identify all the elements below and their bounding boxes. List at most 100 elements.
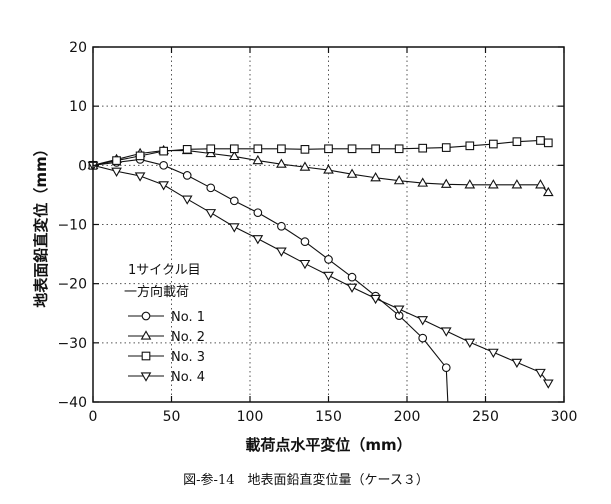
data-point <box>158 181 170 191</box>
data-point <box>159 146 169 156</box>
data-point <box>252 154 264 165</box>
series-line <box>92 158 449 403</box>
data-point <box>487 179 499 189</box>
legend-item-1: No. 1 <box>128 310 205 325</box>
legend-marker <box>140 372 152 382</box>
y-tick-label: −40 <box>57 395 87 411</box>
legend-label: No. 3 <box>171 350 205 365</box>
legend-label: No. 4 <box>171 370 205 385</box>
data-point <box>464 338 476 348</box>
x-axis-title: 載荷点水平変位（mm） <box>245 436 411 454</box>
data-point <box>276 158 287 168</box>
data-point <box>323 164 334 174</box>
data-point <box>205 209 217 219</box>
axis-ticks: 0 50 100 150 200 250 300 −40 −30 −20 −10 0 10 20 <box>57 40 577 425</box>
data-point <box>536 136 545 145</box>
data-point <box>277 221 286 231</box>
data-point <box>371 144 380 154</box>
data-point <box>464 179 476 189</box>
data-point <box>441 143 451 152</box>
y-tick-label: 0 <box>78 158 87 174</box>
y-tick-label: −30 <box>57 336 87 352</box>
x-tick-label: 250 <box>472 409 499 425</box>
data-point <box>276 247 287 257</box>
legend-item-4: No. 4 <box>128 370 205 385</box>
figure-caption: 図-参-14 地表面鉛直変位量（ケース３） <box>183 472 429 488</box>
data-point <box>440 327 452 337</box>
data-point <box>512 137 522 147</box>
data-point <box>182 145 192 154</box>
data-point <box>418 333 428 343</box>
data-point <box>228 150 240 161</box>
data-point <box>488 139 498 149</box>
data-point <box>511 358 523 369</box>
data-point <box>229 196 239 206</box>
data-point <box>346 283 358 293</box>
legend-title-line-1: 1サイクル目 <box>128 263 201 278</box>
data-point <box>159 160 168 170</box>
series-1 <box>88 155 451 403</box>
data-point <box>542 186 554 197</box>
series-lines <box>87 136 554 403</box>
data-point <box>417 177 429 187</box>
legend-label: No. 1 <box>171 310 205 325</box>
legend-label: No. 2 <box>171 330 205 345</box>
x-tick-label: 0 <box>89 409 98 425</box>
data-point <box>299 259 311 270</box>
data-point <box>135 151 145 161</box>
data-point <box>370 294 381 305</box>
legend-item-2: No. 2 <box>128 330 205 345</box>
data-point <box>324 255 333 264</box>
data-point <box>228 223 240 233</box>
legend-item-3: No. 3 <box>128 350 205 365</box>
data-point <box>441 363 451 373</box>
data-point <box>253 144 263 154</box>
y-axis-title: 地表面鉛直変位（mm） <box>32 141 50 307</box>
y-tick-label: −10 <box>57 218 87 234</box>
data-point <box>393 175 405 185</box>
data-point <box>370 172 381 182</box>
data-point <box>535 179 546 189</box>
x-tick-label: 150 <box>315 409 342 425</box>
data-point <box>112 156 121 165</box>
data-point <box>542 379 554 389</box>
legend-title-line-2: 一方向載荷 <box>124 284 189 300</box>
data-point <box>323 271 334 282</box>
legend-marker <box>141 351 151 361</box>
data-point <box>252 235 264 245</box>
data-point <box>253 208 263 218</box>
data-point <box>487 348 499 359</box>
data-point <box>277 144 286 154</box>
data-point <box>206 183 216 193</box>
legend: 1サイクル目 一方向載荷 No. 1 No. 2 No. 3 No. 4 <box>124 263 205 385</box>
data-point <box>206 144 216 154</box>
x-tick-label: 300 <box>551 409 578 425</box>
data-point <box>300 145 310 154</box>
data-point <box>417 316 429 326</box>
data-point <box>543 138 553 148</box>
data-point <box>324 144 333 154</box>
data-point <box>182 171 192 180</box>
y-tick-label: −20 <box>57 277 87 293</box>
data-point <box>346 168 358 178</box>
x-tick-label: 200 <box>394 409 421 425</box>
data-point <box>394 144 404 154</box>
data-point <box>111 167 122 177</box>
data-point <box>134 172 146 182</box>
x-tick-label: 100 <box>237 409 264 425</box>
data-point <box>300 237 310 247</box>
data-point <box>347 272 357 282</box>
data-point <box>229 144 239 154</box>
data-point <box>465 141 475 151</box>
data-point <box>418 143 428 153</box>
legend-marker <box>140 330 152 340</box>
data-point <box>511 179 523 189</box>
data-point <box>535 368 546 379</box>
data-point <box>440 178 452 188</box>
data-point <box>299 161 311 171</box>
series-2 <box>87 144 554 197</box>
y-tick-label: 20 <box>69 40 87 56</box>
data-point <box>347 144 357 154</box>
legend-marker <box>141 311 151 321</box>
